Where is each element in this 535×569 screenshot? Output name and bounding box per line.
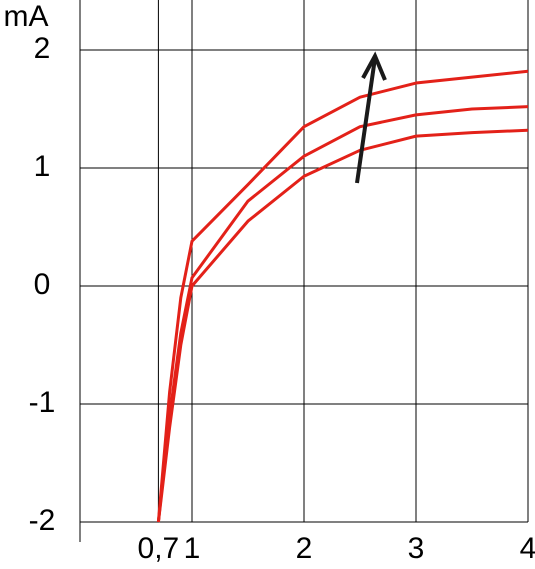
- x-tick-label: 0,7: [138, 532, 180, 565]
- x-tick-label: 4: [520, 532, 535, 565]
- x-tick-label: 3: [408, 532, 425, 565]
- line-series: [156, 105, 529, 523]
- y-tick-label: -2: [29, 504, 56, 537]
- x-tick-label: 2: [296, 532, 313, 565]
- arrow-head: [361, 51, 387, 81]
- arrow-annotation: [355, 51, 387, 184]
- line-series: [156, 69, 529, 523]
- x-tick-label: 1: [184, 532, 201, 565]
- y-axis-label: mA: [4, 0, 49, 33]
- line-series: [156, 128, 529, 523]
- y-tick-label: 1: [34, 150, 51, 183]
- y-tick-label: 2: [34, 32, 51, 65]
- arrow-shaft: [355, 57, 377, 184]
- y-tick-label: -1: [29, 386, 56, 419]
- y-tick-label: 0: [34, 268, 51, 301]
